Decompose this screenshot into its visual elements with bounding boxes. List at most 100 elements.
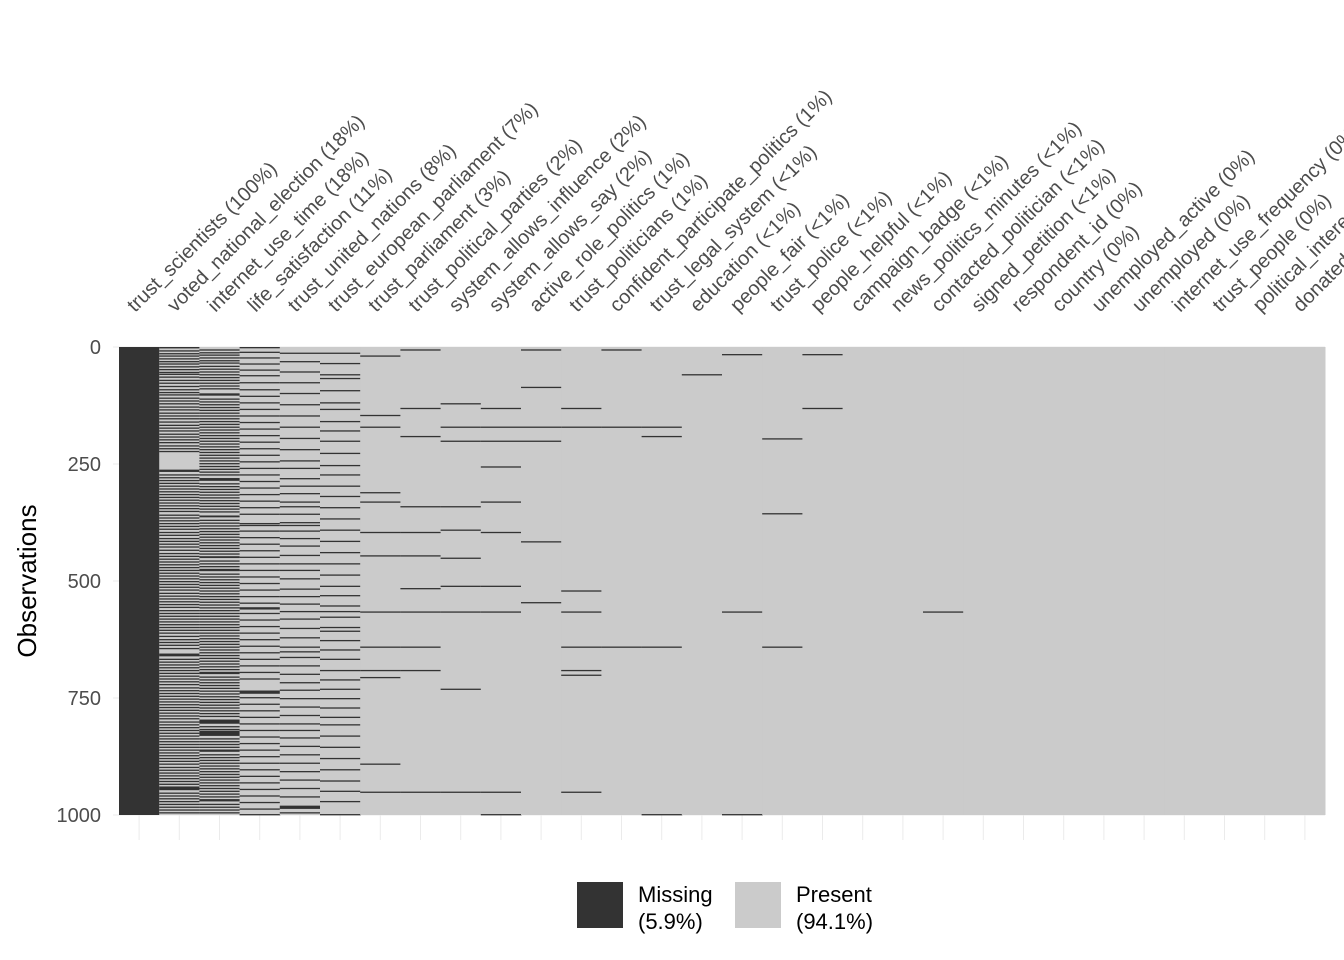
missing-cell — [199, 684, 241, 687]
missing-cell — [159, 653, 200, 657]
missing-cell — [159, 371, 200, 374]
missing-cell — [239, 690, 281, 694]
missing-cell — [199, 730, 241, 736]
missing-cell — [159, 358, 200, 360]
missing-cell — [159, 806, 200, 808]
column-background — [1043, 347, 1085, 815]
missing-cell — [360, 611, 401, 613]
missing-cell — [239, 697, 281, 699]
missing-cell — [159, 752, 200, 754]
missing-cell — [199, 715, 241, 718]
missing-cell — [279, 578, 321, 580]
missing-cell — [159, 385, 200, 388]
missing-cell — [159, 507, 200, 510]
missing-cell — [480, 466, 522, 468]
missing-cell — [199, 568, 241, 572]
missing-cell — [239, 395, 281, 397]
missing-cell — [360, 676, 401, 679]
missing-cell — [440, 426, 482, 428]
missing-cell — [159, 355, 200, 357]
missing-cell — [360, 555, 401, 557]
missing-cell — [199, 649, 241, 651]
missing-cell — [199, 357, 241, 359]
missing-cell — [159, 403, 200, 405]
missing-cell — [320, 790, 361, 792]
missing-cell — [239, 428, 281, 430]
missing-cell — [199, 530, 241, 533]
missing-cell — [561, 669, 602, 672]
missing-cell — [159, 618, 200, 620]
missing-cell — [199, 790, 241, 792]
missing-cell — [199, 478, 241, 481]
missing-cell — [159, 552, 200, 555]
missing-cell — [199, 491, 241, 493]
missing-cell — [199, 508, 241, 510]
missing-cell — [199, 519, 241, 521]
missing-cell — [279, 714, 321, 717]
missing-cell — [159, 669, 200, 672]
missing-cell — [159, 667, 200, 669]
missing-cell — [521, 541, 562, 543]
missing-cell — [521, 386, 562, 389]
missing-cell — [199, 371, 241, 373]
missing-cell — [320, 574, 361, 576]
missing-cell — [199, 406, 241, 409]
missing-cell — [159, 721, 200, 723]
missing-cell — [199, 768, 241, 770]
missing-cell — [159, 496, 200, 499]
column-background — [400, 347, 442, 815]
missing-cell — [159, 394, 200, 396]
missing-cell — [601, 646, 643, 648]
missing-cell — [159, 561, 200, 563]
missing-cell — [279, 513, 321, 515]
missing-cell — [320, 605, 361, 607]
missing-cell — [239, 467, 281, 470]
missing-cell — [239, 441, 281, 443]
missing-cell — [440, 506, 482, 508]
missing-cell — [199, 393, 241, 396]
missing-cell — [239, 543, 281, 545]
missing-cell — [159, 421, 200, 423]
column-background — [1083, 347, 1125, 815]
missing-cell — [279, 595, 321, 598]
y-tick-label: 1000 — [57, 805, 102, 827]
missing-cell — [199, 765, 241, 767]
missing-cell — [239, 550, 281, 552]
missing-cell — [360, 531, 401, 534]
missing-cell — [239, 769, 281, 771]
missing-cell — [199, 654, 241, 657]
missing-cell — [360, 492, 401, 494]
missing-cell — [239, 729, 281, 732]
missing-cell — [199, 679, 241, 681]
missing-cell — [159, 572, 200, 574]
missing-cell — [199, 728, 241, 731]
missing-cell — [199, 598, 241, 601]
missing-cell — [239, 801, 281, 804]
missing-cell — [320, 639, 361, 642]
missing-cell — [199, 615, 241, 617]
missing-cell — [400, 588, 442, 590]
missing-cell — [199, 360, 241, 362]
missing-cell — [239, 607, 281, 610]
missing-cell — [199, 349, 241, 351]
missing-cell — [279, 569, 321, 572]
missing-cell — [199, 515, 241, 518]
missing-cell — [320, 408, 361, 411]
missing-cell — [279, 610, 321, 613]
missing-cell — [239, 782, 281, 784]
y-tick-label: 0 — [90, 337, 101, 359]
missing-cell — [199, 776, 241, 778]
missing-cell — [360, 646, 401, 648]
missing-cell — [480, 531, 522, 534]
missing-cell — [159, 391, 200, 394]
missing-cell — [239, 762, 281, 764]
missing-cell — [279, 460, 321, 462]
missing-cell — [320, 814, 361, 816]
missing-cell — [279, 588, 321, 590]
missing-cell — [159, 528, 200, 530]
missing-cell — [279, 524, 321, 527]
missing-cell — [561, 426, 602, 428]
missing-cell — [320, 679, 361, 681]
missing-cell — [561, 611, 602, 613]
missing-cell — [279, 787, 321, 790]
